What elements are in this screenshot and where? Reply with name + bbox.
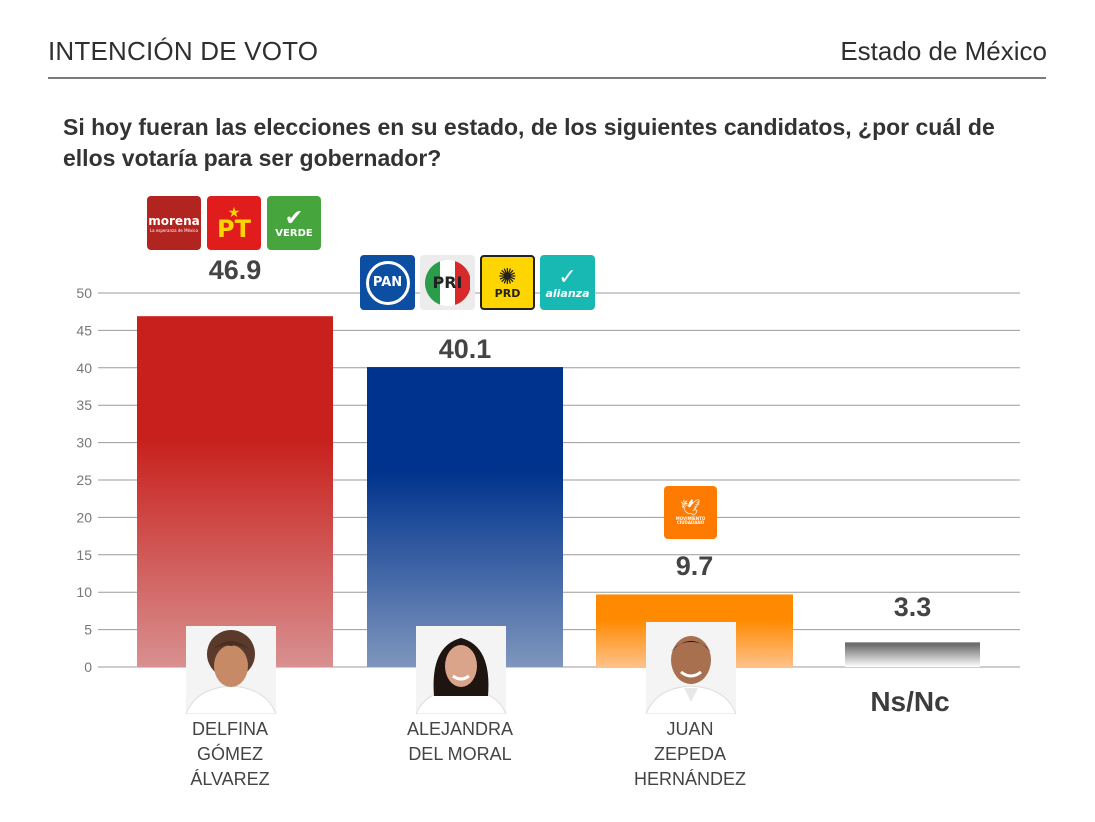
candidate-photo-juan [646, 622, 736, 714]
header-divider [48, 77, 1046, 79]
y-tick-label: 35 [76, 397, 92, 413]
candidate-photo-alejandra [416, 626, 506, 714]
candidate-name-alejandra: ALEJANDRA DEL MORAL [406, 719, 514, 764]
pt-logo: ★ PT [207, 196, 261, 250]
pan-logo: PAN [360, 255, 415, 310]
candidate-photo-delfina [186, 626, 276, 714]
nsnc-label: Ns/Nc [870, 686, 950, 717]
bar-delfina [137, 316, 333, 667]
alianza-logo: ✓ alianza [540, 255, 595, 310]
y-tick-label: 15 [76, 547, 92, 563]
y-tick-label: 10 [76, 584, 92, 600]
y-tick-label: 30 [76, 435, 92, 451]
verde-logo: ✔ VERDE [267, 196, 321, 250]
morena-logo: morena La esperanza de México [147, 196, 201, 250]
y-tick-label: 20 [76, 509, 92, 525]
y-tick-label: 40 [76, 360, 92, 376]
bar-nsnc [845, 642, 980, 667]
value-label-alejandra: 40.1 [439, 334, 492, 364]
y-tick-label: 50 [76, 285, 92, 301]
pri-logo: PRI [420, 255, 475, 310]
state-label: Estado de México [840, 36, 1047, 66]
prd-logo: ✺ PRD [480, 255, 535, 310]
bar-alejandra [367, 367, 563, 667]
movimiento-ciudadano-logo: 🕊 MOVIMIENTO CIUDADANO [664, 486, 717, 539]
y-tick-label: 0 [84, 659, 92, 675]
candidate-name-juan: JUAN ZEPEDA HERNÁNDEZ [633, 719, 746, 789]
page-title: INTENCIÓN DE VOTO [48, 36, 319, 66]
candidate-name-delfina: DELFINA GÓMEZ ÁLVAREZ [190, 719, 270, 789]
y-tick-label: 25 [76, 472, 92, 488]
coalition-logos-alejandra: PAN PRI ✺ PRD ✓ alianza [360, 255, 595, 310]
survey-question: Si hoy fueran las elecciones en su estad… [63, 114, 995, 171]
y-tick-label: 5 [84, 622, 92, 638]
coalition-logos-delfina: morena La esperanza de México ★ PT ✔ VER… [147, 196, 321, 250]
y-tick-label: 45 [76, 322, 92, 338]
value-label-juan: 9.7 [676, 551, 714, 581]
value-label-delfina: 46.9 [209, 255, 262, 285]
value-label-nsnc: 3.3 [894, 592, 932, 622]
